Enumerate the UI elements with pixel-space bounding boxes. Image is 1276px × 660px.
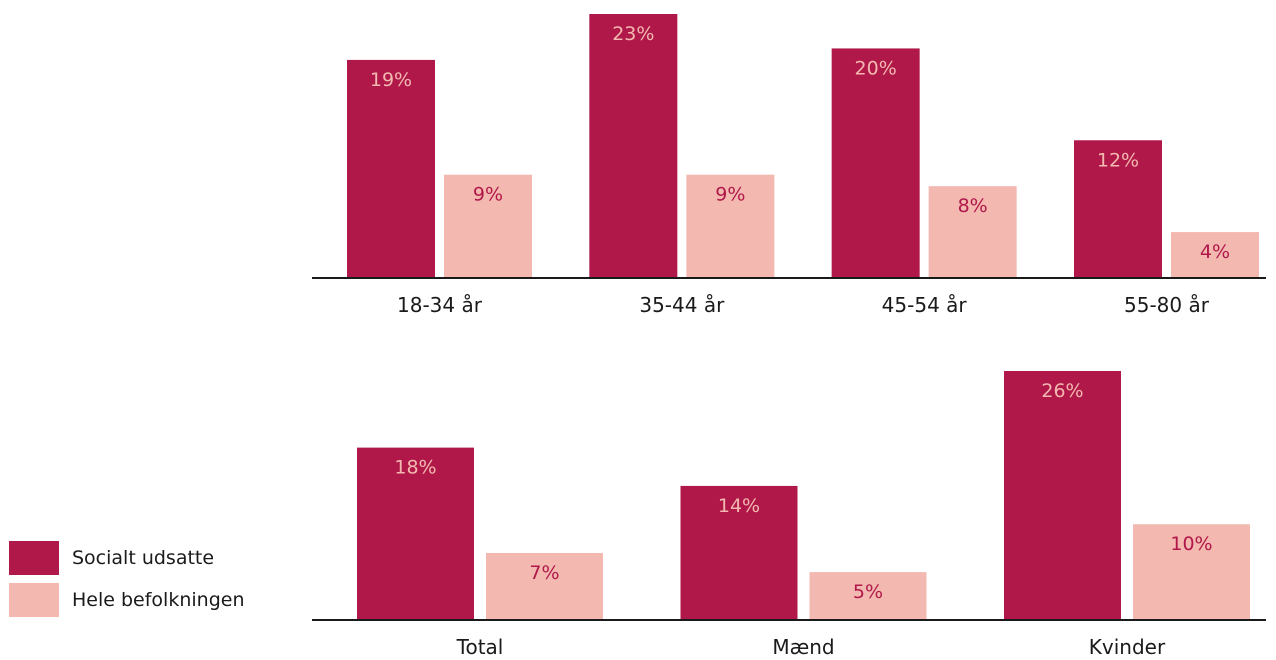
category-label: Mænd — [772, 635, 834, 659]
data-label: 4% — [1200, 241, 1230, 263]
legend-item-hele-befolkningen: Hele befolkningen — [9, 583, 244, 617]
data-label: 10% — [1170, 533, 1212, 555]
data-label: 12% — [1097, 149, 1139, 171]
data-label: 19% — [370, 69, 412, 91]
data-label: 7% — [529, 562, 559, 584]
category-label: Total — [456, 635, 504, 659]
category-label: 45-54 år — [882, 293, 968, 317]
data-label: 18% — [394, 457, 436, 479]
legend-label: Hele befolkningen — [72, 589, 245, 611]
data-label: 14% — [718, 495, 760, 517]
data-label: 8% — [958, 195, 988, 217]
legend-swatch-socialt-udsatte — [9, 541, 59, 575]
legend: Socialt udsatte Hele befolkningen — [9, 541, 244, 625]
bar-socialt-udsatte — [1004, 371, 1121, 620]
bar-socialt-udsatte — [589, 14, 678, 278]
data-label: 9% — [715, 184, 745, 206]
bar-hele-befolkningen — [809, 572, 927, 620]
bar-socialt-udsatte — [347, 59, 435, 279]
legend-swatch-hele-befolkningen — [9, 583, 59, 617]
category-label: 55-80 år — [1124, 293, 1210, 317]
data-label: 20% — [855, 57, 897, 79]
bar-hele-befolkningen — [928, 186, 1017, 278]
category-label: 35-44 år — [639, 293, 725, 317]
bar-chart-1: 19% 9% 18-34 år 23% 9% 35-44 år 20% 8% 45-54 år 1… — [312, 14, 1266, 317]
data-label: 5% — [853, 581, 883, 603]
bar-hele-befolkningen — [686, 174, 775, 278]
bar-chart-2: 18% 7% Total 14% 5% Mænd 26% 10% Kvinder — [312, 371, 1266, 659]
bar-socialt-udsatte — [1073, 140, 1162, 278]
bar-socialt-udsatte — [680, 485, 798, 620]
bar-hele-befolkningen — [1133, 524, 1250, 620]
data-label: 23% — [612, 23, 654, 45]
data-label: 26% — [1041, 380, 1083, 402]
bar-hele-befolkningen — [444, 174, 532, 278]
bar-socialt-udsatte — [831, 48, 920, 278]
data-label: 9% — [473, 184, 503, 206]
category-label: Kvinder — [1089, 635, 1166, 659]
legend-label: Socialt udsatte — [72, 547, 215, 569]
legend-item-socialt-udsatte: Socialt udsatte — [9, 541, 244, 575]
bar-hele-befolkningen — [486, 552, 603, 620]
bar-socialt-udsatte — [357, 447, 474, 620]
bar-hele-befolkningen — [1170, 232, 1259, 278]
category-label: 18-34 år — [397, 293, 483, 317]
